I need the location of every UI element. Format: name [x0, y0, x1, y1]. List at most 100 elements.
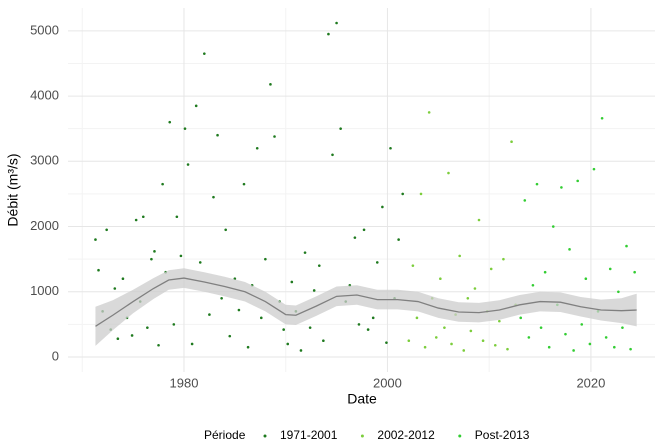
point [366, 328, 370, 331]
point [375, 261, 379, 264]
point [543, 270, 547, 274]
point [592, 167, 596, 171]
point [600, 116, 604, 120]
y-tick-label: 1000 [30, 283, 59, 298]
point [527, 336, 531, 339]
x-tick-label: 1980 [170, 375, 199, 390]
point [317, 264, 321, 267]
legend-title: Période [204, 428, 246, 442]
point [469, 329, 473, 333]
point [621, 326, 624, 329]
point [269, 83, 272, 86]
point [312, 289, 316, 292]
point [580, 323, 584, 326]
point [493, 343, 497, 347]
point [588, 342, 592, 346]
point [397, 238, 400, 241]
point [473, 287, 477, 290]
point [157, 343, 160, 347]
point [175, 215, 179, 219]
point [186, 163, 190, 166]
y-axis-label: Débit (m³/s) [5, 153, 21, 226]
point [523, 199, 527, 202]
point [264, 257, 267, 261]
point [434, 336, 438, 339]
point [242, 182, 246, 186]
point [560, 186, 563, 189]
legend-marker [458, 434, 462, 438]
point [224, 228, 227, 232]
x-tick-label: 2000 [373, 375, 402, 390]
point [220, 296, 223, 300]
point [584, 277, 588, 281]
point [259, 316, 263, 320]
point [477, 218, 481, 222]
point [168, 120, 172, 124]
point [255, 146, 259, 150]
point [539, 326, 543, 329]
x-axis-label: Date [347, 391, 377, 407]
point [531, 283, 535, 287]
point [633, 270, 636, 274]
point [604, 336, 608, 339]
y-tick-label: 4000 [30, 88, 59, 103]
point [572, 349, 575, 352]
legend-label: Post-2013 [475, 428, 530, 442]
point [481, 339, 485, 342]
point [608, 267, 612, 271]
point [357, 323, 361, 326]
point [212, 195, 215, 199]
point [335, 21, 338, 25]
y-tick-label: 0 [52, 348, 59, 363]
point [331, 153, 334, 157]
y-tick-label: 3000 [30, 153, 59, 168]
point [327, 32, 330, 36]
y-tick-label: 5000 [30, 22, 59, 37]
point [489, 267, 493, 271]
point [419, 192, 423, 196]
point [551, 225, 555, 228]
point [141, 215, 145, 219]
point [121, 277, 125, 281]
point [613, 345, 616, 349]
point [450, 342, 453, 346]
point [150, 257, 153, 261]
point [208, 313, 211, 316]
point [116, 337, 120, 341]
point [203, 52, 206, 55]
point [381, 205, 384, 209]
x-tick-label: 2020 [576, 375, 605, 390]
point [130, 334, 134, 337]
point [407, 339, 411, 342]
point [510, 140, 513, 144]
point [371, 316, 375, 320]
point [447, 171, 450, 175]
legend-label: 1971-2001 [280, 428, 338, 442]
point [498, 319, 501, 323]
point [462, 349, 466, 352]
point [547, 345, 551, 349]
point [629, 347, 632, 351]
point [427, 111, 431, 114]
point [362, 228, 366, 232]
point [535, 182, 539, 186]
point [172, 323, 176, 326]
point [286, 342, 290, 346]
point [194, 104, 198, 108]
point [439, 277, 442, 281]
point [519, 316, 523, 320]
point [423, 345, 427, 349]
legend-label: 2002-2012 [377, 428, 435, 442]
point [568, 248, 571, 251]
point [401, 192, 405, 196]
point [353, 236, 357, 239]
point [308, 326, 312, 329]
point [415, 316, 419, 320]
point [228, 334, 232, 338]
point [303, 251, 307, 254]
point [625, 244, 628, 248]
point [617, 290, 620, 294]
point [190, 342, 194, 346]
point [97, 268, 100, 272]
